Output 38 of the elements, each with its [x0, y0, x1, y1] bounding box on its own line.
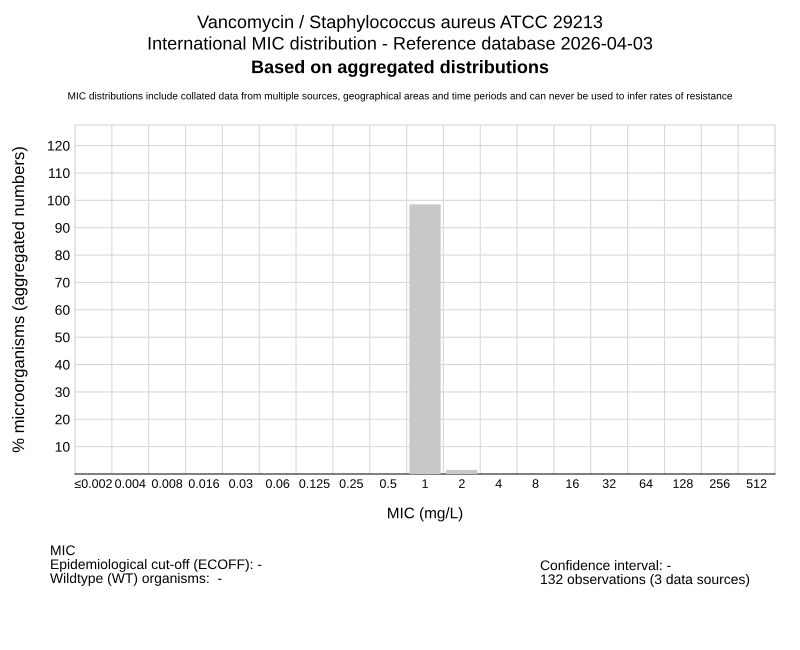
chart-title: Vancomycin / Staphylococcus aureus ATCC 29213 International MIC distribution - Reference database 2026-04-03 [148, 15, 652, 50]
x-tick-label: 0.5 [380, 479, 396, 488]
y-tick-label: 120 [48, 140, 70, 151]
x-tick-label: 0.25 [340, 479, 363, 488]
chart-subtitle: Based on aggregated distributions [252, 60, 548, 77]
x-tick-label: 256 [710, 479, 730, 488]
x-tick-label: 128 [673, 479, 693, 488]
y-tick-label: 70 [55, 278, 70, 288]
x-axis-title: MIC (mg/L) [388, 507, 462, 522]
x-tick-label: 0.03 [229, 479, 252, 488]
text: MIC Epidemiological cut-off (ECOFF): - Wildtype (WT) organisms: - [50, 545, 262, 586]
text: MIC distributions include collated data from multiple sources, geographical areas and time periods and can never be used to infer rates of resistance [68, 92, 732, 102]
x-tick-label: 32 [602, 479, 616, 488]
x-tick-label: 0.016 [188, 479, 220, 488]
x-tick-label: 0.06 [266, 479, 290, 488]
y-tick-label: 30 [55, 387, 70, 398]
x-tick-label: 512 [746, 479, 766, 488]
y-tick-label: 10 [56, 442, 70, 452]
x-tick-label: 64 [640, 479, 653, 488]
y-tick-label: 110 [49, 168, 70, 178]
x-tick-label: 16 [566, 479, 579, 488]
x-tick-label: 2 [458, 479, 465, 488]
x-tick-label: 0.125 [299, 479, 330, 488]
y-tick-label: 40 [55, 360, 70, 370]
x-tick-label: 8 [532, 479, 538, 488]
y-tick-label: 50 [55, 332, 70, 342]
x-tick-label: 0.008 [152, 479, 182, 488]
x-tick-label: 1 [422, 479, 428, 488]
y-tick-label: 100 [48, 196, 70, 206]
y-tick-label: 80 [55, 250, 70, 260]
text: Confidence interval: - 132 observations (3 data sources) [540, 560, 750, 587]
x-tick-label: ≤0.002 [74, 479, 112, 488]
x-tick-label: 0.004 [115, 479, 146, 488]
y-axis-title: % microorganisms (aggregated numbers) [12, 147, 28, 452]
y-tick-label: 20 [55, 414, 70, 424]
x-tick-label: 4 [495, 479, 502, 488]
y-tick-label: 60 [55, 305, 70, 315]
y-tick-label: 90 [55, 222, 70, 233]
